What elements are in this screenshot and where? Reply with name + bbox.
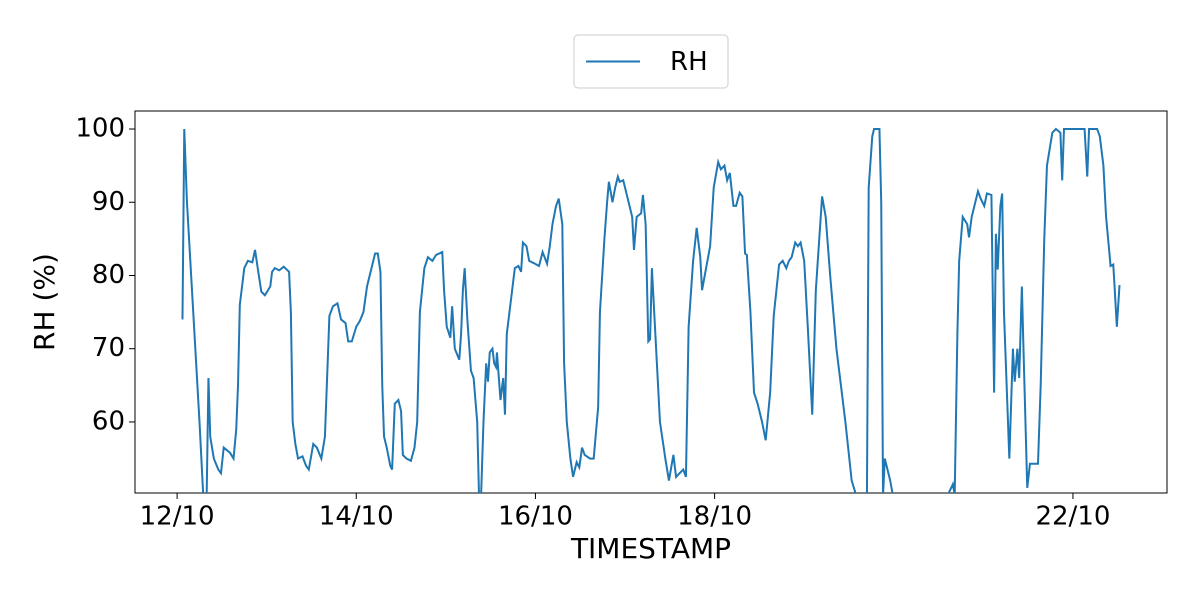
y-tick-label: 60 xyxy=(92,406,125,436)
x-tick-label: 16/10 xyxy=(498,502,573,532)
x-tick-label: 22/10 xyxy=(1035,502,1110,532)
x-tick-label: 12/10 xyxy=(140,502,215,532)
data-line xyxy=(181,127,1121,493)
y-axis-label: RH (%) xyxy=(28,253,61,351)
y-tick-label: 100 xyxy=(75,114,125,144)
x-tick-label: 18/10 xyxy=(677,502,752,532)
y-tick-label: 70 xyxy=(92,333,125,363)
legend-box xyxy=(573,34,729,89)
y-tick-label: 80 xyxy=(92,260,125,290)
x-axis-label: TIMESTAMP xyxy=(570,532,731,565)
legend-label: RH xyxy=(670,47,708,77)
plot-frame xyxy=(134,110,1168,494)
x-tick-label: 14/10 xyxy=(319,502,394,532)
y-tick-label: 90 xyxy=(92,187,125,217)
